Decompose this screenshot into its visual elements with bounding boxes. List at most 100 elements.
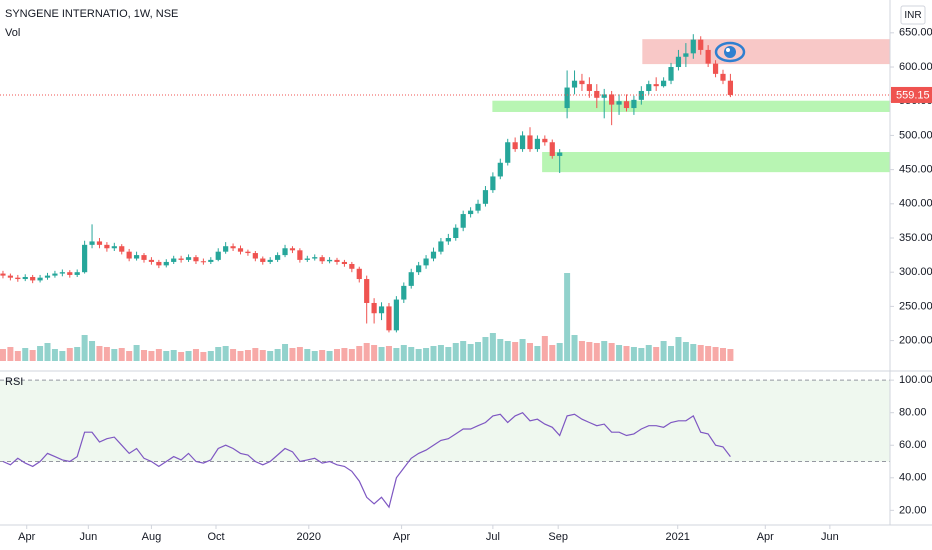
- candle-body: [7, 275, 13, 278]
- candle-body: [215, 251, 221, 260]
- volume-bar: [0, 349, 6, 361]
- candle-body: [579, 80, 585, 85]
- y-tick-label: 600.00: [899, 61, 932, 73]
- volume-bar: [526, 343, 533, 361]
- candle-body: [720, 73, 726, 81]
- volume-bar: [244, 350, 251, 361]
- volume-bar: [319, 350, 326, 361]
- volume-bar: [475, 342, 482, 361]
- x-tick-label: 2021: [665, 531, 689, 543]
- candle-body: [712, 63, 719, 74]
- volume-bar: [564, 273, 571, 361]
- candle-body: [349, 263, 355, 269]
- candle-body: [445, 238, 451, 242]
- volume-bar: [37, 346, 44, 361]
- volume-bar: [489, 333, 496, 361]
- candle-body: [698, 39, 704, 50]
- volume-bar: [638, 348, 645, 361]
- volume-bar: [348, 349, 355, 361]
- candle-body: [82, 244, 88, 273]
- volume-bar: [66, 348, 73, 361]
- candle-body: [237, 248, 244, 252]
- rsi-tick-label: 60.00: [899, 439, 927, 451]
- candle-body: [89, 241, 95, 245]
- candle-body: [15, 277, 21, 280]
- candle-body: [668, 67, 674, 81]
- currency-label[interactable]: INR: [904, 10, 921, 21]
- volume-bar: [415, 349, 422, 361]
- volume-bar: [534, 346, 541, 361]
- candle-body: [59, 272, 65, 274]
- volume-bar: [311, 351, 318, 361]
- candle-body: [601, 94, 607, 98]
- rsi-line: [2, 411, 731, 509]
- volume-bar: [705, 346, 712, 361]
- volume-bar: [170, 350, 177, 361]
- candle-body: [223, 246, 229, 252]
- candle-body: [609, 94, 615, 105]
- candle-body: [482, 190, 489, 204]
- candle-body: [163, 261, 169, 266]
- volume-bar: [103, 347, 110, 361]
- volume-bar: [133, 345, 140, 361]
- candle-body: [37, 277, 43, 281]
- x-tick-label: 2020: [297, 531, 321, 543]
- candle-body: [326, 259, 333, 262]
- candle-body: [438, 241, 444, 252]
- candle-body: [490, 176, 496, 191]
- volume-bar: [571, 335, 578, 361]
- candle-body: [141, 255, 147, 260]
- candle-body: [683, 53, 689, 57]
- volume-bar: [682, 342, 689, 361]
- volume-bar: [653, 347, 660, 361]
- volume-bar: [430, 346, 437, 361]
- candle-body: [727, 80, 734, 95]
- last-price-box: [891, 86, 932, 103]
- candle-body: [497, 162, 503, 177]
- volume-bar: [727, 349, 734, 361]
- volume-bar: [452, 343, 459, 361]
- y-tick-label: 250.00: [899, 300, 932, 312]
- candle-body: [661, 80, 667, 87]
- candle-body: [252, 253, 258, 259]
- candle-body: [133, 255, 140, 259]
- candle-body: [282, 248, 288, 256]
- candle-body: [200, 261, 206, 263]
- volume-bar: [81, 335, 88, 361]
- volume-bar: [645, 345, 652, 361]
- candle-body: [312, 257, 318, 259]
- candle-body: [126, 251, 132, 259]
- x-tick-label: Apr: [18, 531, 35, 543]
- candle-body: [185, 257, 192, 260]
- volume-bar: [126, 351, 133, 361]
- volume-bar: [141, 350, 148, 361]
- candle-body: [653, 84, 659, 87]
- candle-body: [297, 250, 303, 260]
- volume-bar: [549, 345, 556, 361]
- volume-bar: [259, 350, 266, 361]
- candle-body: [319, 257, 325, 262]
- x-tick-label: Apr: [757, 531, 774, 543]
- candle-body: [22, 276, 28, 280]
- volume-bar: [22, 348, 29, 361]
- candle-body: [275, 255, 281, 260]
- currency-box[interactable]: [900, 5, 926, 25]
- volume-bar: [252, 348, 259, 361]
- candle-body: [594, 90, 600, 98]
- volume-bar: [148, 351, 155, 361]
- volume-bar: [497, 339, 504, 361]
- candle-body: [460, 214, 466, 228]
- volume-bar: [192, 349, 199, 361]
- volume-bar: [207, 351, 214, 361]
- candle-body: [557, 152, 563, 156]
- candle-body: [512, 142, 518, 150]
- zone: [542, 152, 891, 173]
- candle-body: [364, 279, 370, 303]
- volume-bar: [482, 337, 489, 361]
- last-price-label: 559.15: [896, 89, 930, 101]
- volume-bar: [593, 343, 600, 361]
- rsi-label: RSI: [5, 376, 23, 388]
- candle-body: [156, 261, 162, 266]
- rsi-tick-label: 80.00: [899, 407, 927, 419]
- candle-body: [475, 203, 481, 211]
